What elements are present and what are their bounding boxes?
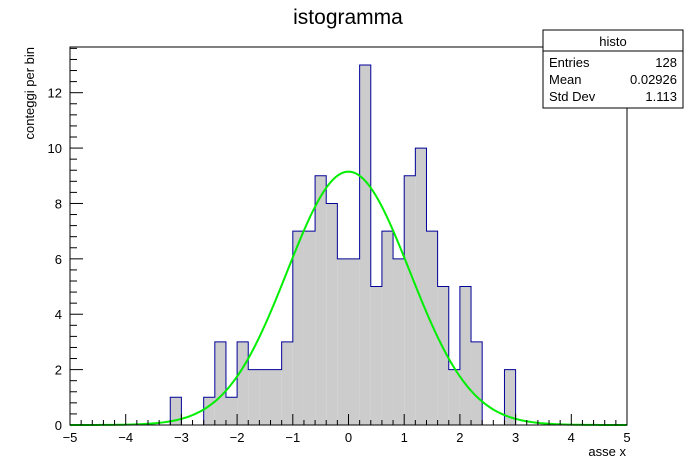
stats-box-name: histo (599, 34, 626, 49)
x-tick-label: −2 (230, 430, 245, 445)
histogram-bar (448, 369, 460, 425)
histogram-bar (370, 286, 382, 425)
histogram-bar (459, 286, 472, 425)
x-tick-label: −3 (174, 430, 189, 445)
histogram-bar (270, 369, 282, 425)
histogram-bar (471, 341, 483, 425)
gaussian-fit-curve (70, 170, 627, 426)
x-tick-label: 3 (512, 430, 519, 445)
stats-mean-value: 0.02926 (630, 72, 677, 87)
histogram-bar (315, 175, 327, 425)
histogram-bar (348, 258, 360, 425)
histogram-bar (281, 341, 293, 425)
stats-mean-label: Mean (549, 72, 582, 87)
histogram-bar (393, 258, 405, 425)
stats-stddev-value: 1.113 (645, 89, 677, 104)
stats-entries-label: Entries (549, 55, 590, 70)
histogram-bar (326, 203, 338, 425)
histogram-bar (381, 231, 394, 425)
histogram-bar (426, 231, 438, 425)
x-tick-label: 5 (623, 430, 630, 445)
y-tick-label: 6 (55, 252, 62, 267)
x-tick-label: 0 (345, 430, 352, 445)
stats-box: histo Entries 128 Mean 0.02926 Std Dev 1… (542, 29, 684, 109)
histogram-bar (437, 286, 449, 425)
histogram-bar (303, 231, 316, 425)
histogram-bar (359, 65, 371, 425)
x-tick-label: 2 (456, 430, 463, 445)
y-tick-label: 2 (55, 363, 62, 378)
y-axis-label: conteggi per bin (22, 47, 37, 140)
x-tick-label: −5 (63, 430, 78, 445)
histogram-bar (292, 231, 304, 425)
histogram-bar (203, 397, 215, 425)
histogram-bar (170, 397, 182, 425)
y-tick-label: 0 (55, 418, 62, 433)
histogram-bar (225, 397, 238, 425)
histogram-bar (214, 341, 226, 425)
stats-box-frame (542, 29, 684, 109)
y-tick-label: 10 (48, 141, 62, 156)
x-tick-label: −1 (285, 430, 300, 445)
histogram-bar (415, 148, 427, 426)
histogram-bar (337, 258, 349, 425)
stats-stddev-label: Std Dev (549, 89, 596, 104)
x-tick-label: 4 (568, 430, 575, 445)
x-axis-label: asse x (588, 444, 626, 459)
y-tick-label: 12 (48, 86, 62, 101)
x-tick-label: 1 (401, 430, 408, 445)
histogram-bar (404, 175, 416, 425)
fit-curve-layer (70, 170, 627, 426)
x-tick-label: −4 (118, 430, 133, 445)
y-tick-label: 8 (55, 196, 62, 211)
histogram-bar (237, 341, 249, 425)
stats-entries-value: 128 (655, 55, 677, 70)
histogram-bar (259, 369, 271, 425)
histogram-bar (248, 369, 260, 425)
histogram-layer (70, 64, 627, 426)
y-tick-label: 4 (55, 307, 62, 322)
chart-title: istogramma (293, 6, 403, 29)
histogram-bar (504, 369, 516, 425)
